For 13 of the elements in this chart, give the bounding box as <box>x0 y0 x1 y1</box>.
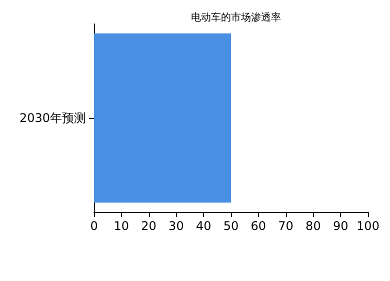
x-tick-label: 70 <box>278 219 294 233</box>
x-tick-label: 80 <box>306 219 321 233</box>
x-tick-label: 50 <box>223 219 239 233</box>
x-tick-label: 60 <box>250 219 266 233</box>
x-tick-label: 20 <box>141 219 156 233</box>
x-tick-label: 90 <box>332 219 348 233</box>
x-tick-label: 30 <box>168 219 184 233</box>
chart-title: 电动车的市场渗透率 <box>191 12 281 24</box>
x-tick-label: 40 <box>196 219 212 233</box>
y-tick-label: 2030年预测 <box>19 111 86 125</box>
x-tick-label: 100 <box>356 219 380 233</box>
x-tick-label: 10 <box>114 219 130 233</box>
x-tick-label: 0 <box>90 219 98 233</box>
